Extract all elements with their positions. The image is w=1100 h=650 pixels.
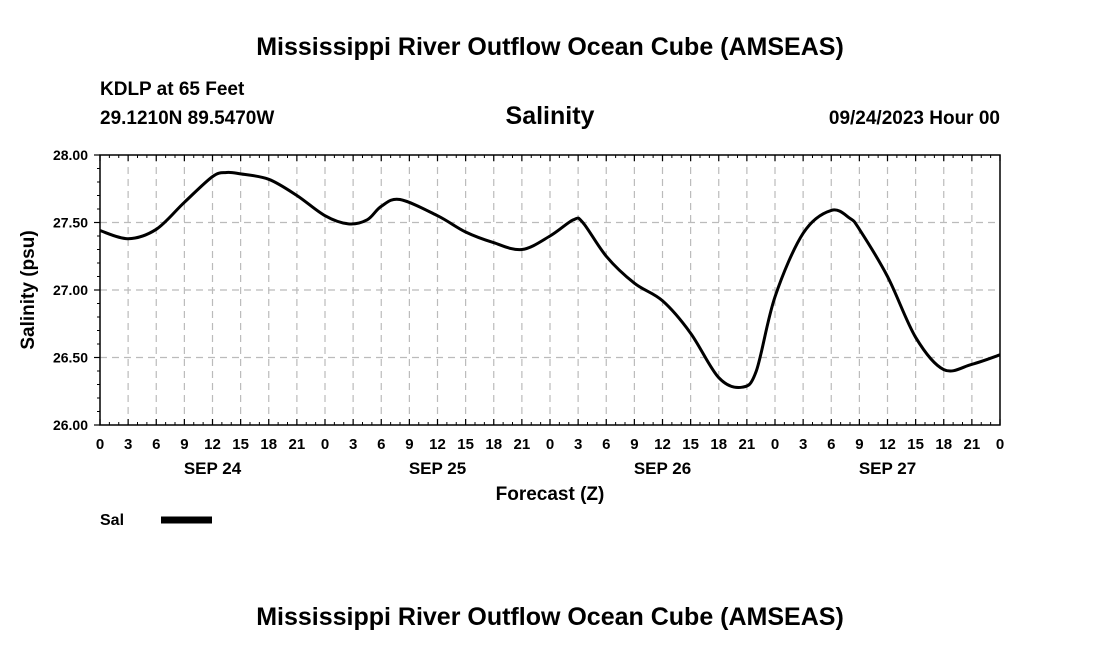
- x-tick-label: 21: [514, 436, 531, 453]
- x-tick-label: 15: [682, 436, 699, 453]
- x-tick-label: 9: [405, 436, 413, 453]
- x-tick-label: 6: [152, 436, 160, 453]
- x-tick-label: 18: [710, 436, 727, 453]
- x-axis-label: Forecast (Z): [496, 484, 605, 505]
- date-label: SEP 27: [859, 459, 916, 478]
- legend: Sal: [100, 512, 212, 529]
- x-tick-label: 15: [457, 436, 474, 453]
- grid-lines: [100, 155, 1000, 425]
- x-tick-label: 15: [907, 436, 924, 453]
- y-tick-label: 26.00: [53, 417, 88, 433]
- y-axis: 26.00 26.50 27.00 27.50 28.00: [53, 147, 100, 433]
- x-tick-label: 21: [964, 436, 981, 453]
- chart-title: Salinity: [506, 102, 595, 130]
- x-tick-label: 6: [602, 436, 610, 453]
- x-tick-label: 0: [321, 436, 329, 453]
- x-tick-label: 3: [574, 436, 582, 453]
- y-tick-label: 26.50: [53, 350, 88, 366]
- x-tick-label: 0: [996, 436, 1004, 453]
- x-tick-label: 9: [630, 436, 638, 453]
- x-tick-label: 9: [180, 436, 188, 453]
- forecast-run-time: 09/24/2023 Hour 00: [829, 108, 1000, 129]
- x-tick-label: 9: [855, 436, 863, 453]
- x-tick-label: 18: [935, 436, 952, 453]
- salinity-series-line: [99, 170, 1001, 389]
- x-axis: 0 3 6 9 12 15 18 21 0 3 6 9 12 15 18 21 0 3 6 9 12 15 18 21 0 3 6 9…: [96, 155, 1004, 478]
- x-tick-label: 6: [827, 436, 835, 453]
- date-label: SEP 24: [184, 459, 242, 478]
- x-tick-label: 12: [879, 436, 896, 453]
- x-tick-label: 12: [429, 436, 446, 453]
- x-tick-label: 15: [232, 436, 249, 453]
- y-axis-label: Salinity (psu): [18, 230, 39, 349]
- x-tick-label: 3: [349, 436, 357, 453]
- location-coordinates: 29.1210N 89.5470W: [100, 108, 274, 129]
- x-tick-label: 12: [654, 436, 671, 453]
- x-tick-label: 12: [204, 436, 221, 453]
- x-tick-label: 6: [377, 436, 385, 453]
- date-label: SEP 25: [409, 459, 466, 478]
- x-tick-label: 0: [546, 436, 554, 453]
- x-tick-label: 18: [485, 436, 502, 453]
- x-tick-label: 21: [289, 436, 306, 453]
- x-tick-label: 3: [799, 436, 807, 453]
- x-tick-label: 18: [260, 436, 277, 453]
- legend-label: Sal: [100, 512, 124, 529]
- footer-title: Mississippi River Outflow Ocean Cube (AM…: [256, 603, 844, 631]
- x-tick-label: 3: [124, 436, 132, 453]
- chart-main-title: Mississippi River Outflow Ocean Cube (AM…: [256, 33, 844, 61]
- x-tick-label: 21: [739, 436, 756, 453]
- x-tick-label: 0: [771, 436, 779, 453]
- y-tick-label: 27.00: [53, 282, 88, 298]
- date-label: SEP 26: [634, 459, 691, 478]
- station-label: KDLP at 65 Feet: [100, 79, 245, 100]
- series-layer: [99, 170, 1001, 389]
- y-tick-label: 28.00: [53, 147, 88, 163]
- x-tick-label: 0: [96, 436, 104, 453]
- y-tick-label: 27.50: [53, 215, 88, 231]
